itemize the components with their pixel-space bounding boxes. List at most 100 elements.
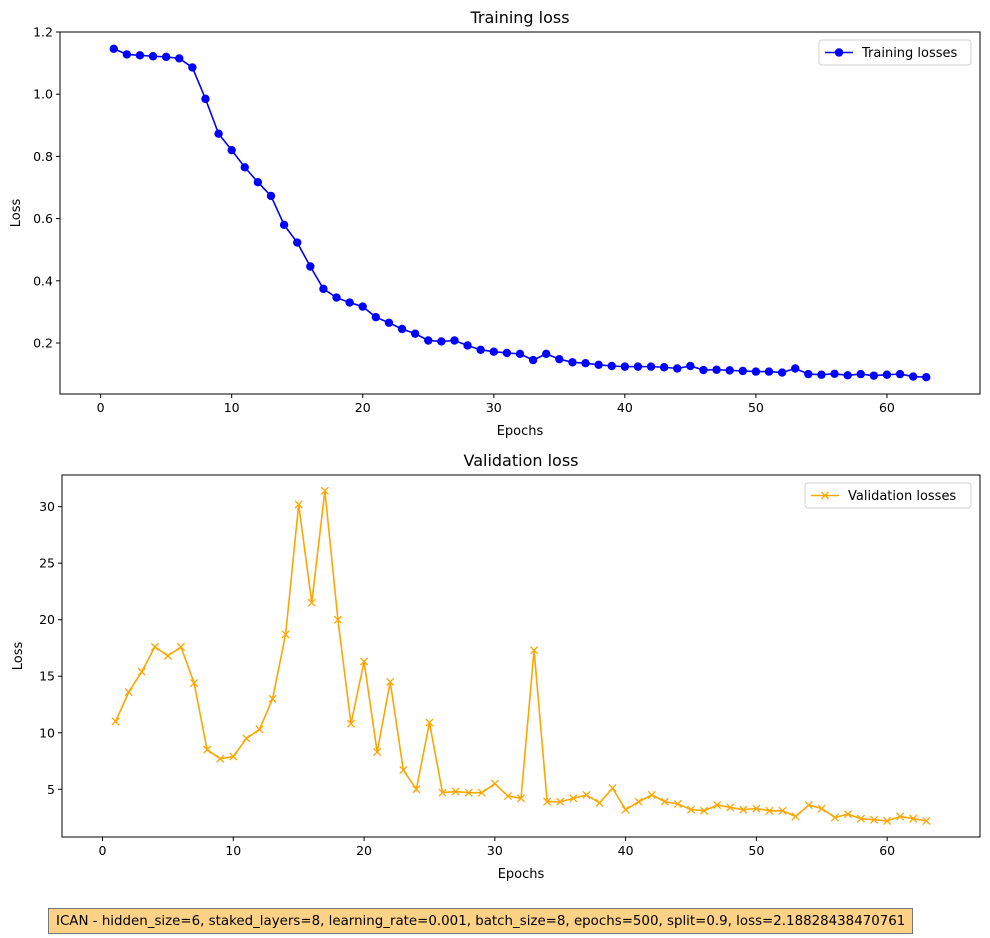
data-point xyxy=(319,284,328,294)
x-tick-label: 30 xyxy=(486,400,502,415)
y-tick-label: 0.6 xyxy=(33,211,53,226)
data-point xyxy=(778,806,787,815)
data-point xyxy=(751,367,761,376)
legend: Validation losses xyxy=(804,482,972,509)
data-point xyxy=(384,318,394,327)
data-point xyxy=(188,63,197,72)
data-point xyxy=(739,805,748,814)
data-point xyxy=(255,725,264,734)
data-point xyxy=(700,806,709,815)
x-tick-label: 10 xyxy=(225,843,241,858)
y-axis-label: Loss xyxy=(11,642,26,671)
data-point xyxy=(502,348,512,358)
data-point xyxy=(358,302,367,311)
y-tick-label: 20 xyxy=(39,612,55,627)
data-point xyxy=(135,51,145,60)
data-point xyxy=(633,362,643,371)
data-point xyxy=(659,363,669,372)
data-point xyxy=(463,341,472,350)
data-point xyxy=(843,371,852,380)
data-point xyxy=(528,355,538,365)
data-point xyxy=(175,54,184,63)
x-tick-label: 50 xyxy=(748,843,764,858)
data-point xyxy=(817,804,826,813)
data-point xyxy=(882,370,892,379)
x-tick-label: 0 xyxy=(97,400,105,415)
model-caption: ICAN - hidden_size=6, staked_layers=8, l… xyxy=(48,908,914,934)
y-tick-label: 25 xyxy=(39,556,55,571)
plot-frame xyxy=(61,474,981,838)
data-point xyxy=(673,799,682,809)
data-point xyxy=(410,329,420,338)
data-point xyxy=(870,815,879,824)
legend: Training losses xyxy=(818,39,972,66)
x-tick-label: 10 xyxy=(224,400,240,415)
data-point xyxy=(412,785,421,794)
data-point xyxy=(451,787,460,796)
data-point xyxy=(477,788,486,797)
data-point xyxy=(922,816,931,826)
x-tick-label: 20 xyxy=(355,400,371,415)
data-point xyxy=(699,365,708,375)
data-point xyxy=(124,688,133,697)
data-point xyxy=(176,642,186,651)
x-axis-label: Epochs xyxy=(497,424,544,439)
data-point xyxy=(581,359,590,368)
data-point xyxy=(686,805,696,814)
data-point xyxy=(895,369,905,379)
data-point xyxy=(791,812,800,821)
data-point xyxy=(281,630,290,639)
data-point xyxy=(373,747,382,757)
data-point xyxy=(489,347,498,356)
data-point xyxy=(201,94,210,104)
data-point xyxy=(686,361,695,371)
data-point xyxy=(621,805,630,814)
data-point xyxy=(542,349,551,359)
data-point xyxy=(137,667,146,676)
data-point xyxy=(293,238,302,247)
legend-marker xyxy=(820,491,830,500)
data-point xyxy=(320,486,329,495)
data-point xyxy=(791,364,800,373)
data-point xyxy=(909,814,918,823)
y-tick-label: 0.8 xyxy=(33,149,53,164)
x-tick-label: 60 xyxy=(879,400,895,415)
legend-box xyxy=(804,482,972,509)
data-point xyxy=(817,370,826,379)
data-point xyxy=(594,360,603,369)
data-point xyxy=(765,806,774,815)
data-point xyxy=(607,361,616,371)
data-point xyxy=(883,816,892,826)
data-point xyxy=(530,646,539,655)
data-point xyxy=(476,345,485,355)
data-point xyxy=(752,804,761,813)
data-point xyxy=(294,500,303,509)
data-point xyxy=(266,191,276,201)
data-point xyxy=(268,694,277,703)
data-point xyxy=(856,369,865,379)
data-point xyxy=(804,369,813,379)
data-point xyxy=(543,797,552,806)
data-point xyxy=(726,803,735,812)
data-point xyxy=(673,364,682,373)
x-tick-label: 60 xyxy=(879,843,895,858)
series-line xyxy=(113,48,927,379)
data-point xyxy=(109,44,118,53)
data-point xyxy=(227,145,236,155)
data-point xyxy=(582,790,591,800)
data-point xyxy=(450,336,459,345)
chart-panel-2: Validation loss 0 10 20 30 40 50 60 5 10 15 20 25 30 E… xyxy=(11,451,981,882)
data-point xyxy=(122,50,132,59)
data-point xyxy=(371,312,381,322)
data-point xyxy=(856,814,866,823)
data-point xyxy=(764,367,774,376)
x-tick-label: 0 xyxy=(99,843,107,858)
data-point xyxy=(738,366,747,376)
data-point xyxy=(556,797,565,806)
data-point xyxy=(620,362,630,371)
data-point xyxy=(333,615,342,624)
data-point xyxy=(214,129,223,138)
x-tick-label: 30 xyxy=(487,843,503,858)
data-point xyxy=(148,52,158,61)
data-point xyxy=(161,52,171,62)
